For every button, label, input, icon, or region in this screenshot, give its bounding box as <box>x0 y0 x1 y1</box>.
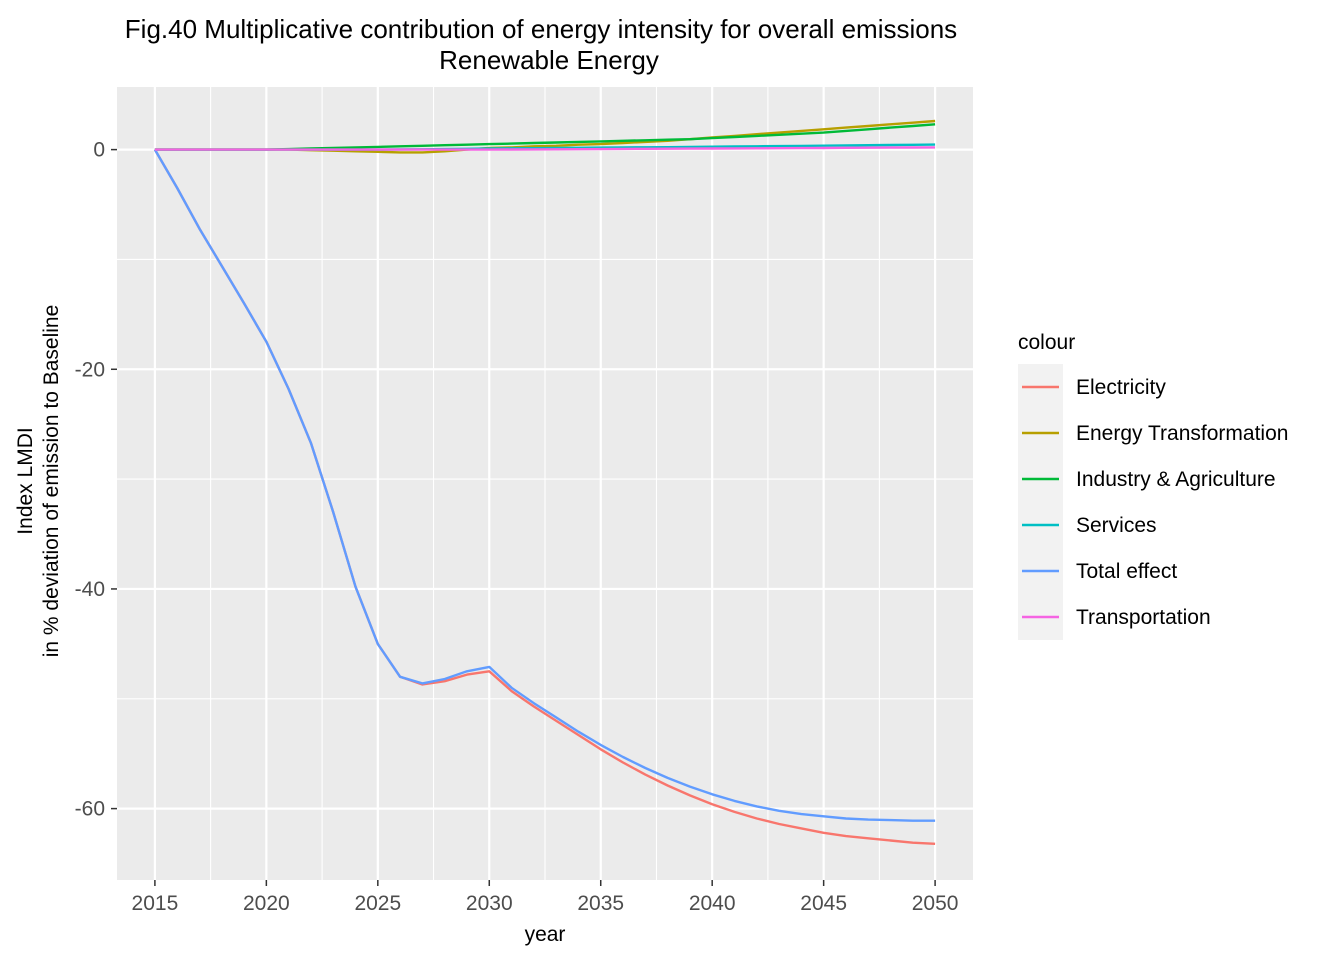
x-tick-label: 2025 <box>354 892 401 915</box>
x-tick-label: 2035 <box>577 892 624 915</box>
x-axis: 2015 2020 2025 2030 2035 2040 2045 2050 <box>132 880 959 915</box>
x-tick-label: 2015 <box>132 892 179 915</box>
minor-gridlines <box>117 87 973 880</box>
y-axis-title: Index LMDI in % deviation of emission to… <box>14 305 63 658</box>
x-tick-label: 2040 <box>689 892 736 915</box>
series-line-total-effect <box>153 148 936 822</box>
legend-label-total-effect: Total effect <box>1076 560 1177 583</box>
y-tick-label: 0 <box>93 139 105 162</box>
chart-title: Fig.40 Multiplicative contribution of en… <box>125 14 957 44</box>
y-axis: 0 -20 -40 -60 <box>75 139 117 821</box>
legend: colour Electricity Energy Transformation I… <box>1018 331 1288 640</box>
legend-label-electricity: Electricity <box>1076 376 1166 399</box>
series-line-transportation <box>154 146 936 151</box>
series-lines <box>153 119 936 845</box>
y-tick-label: -20 <box>75 358 105 381</box>
chart-subtitle: Renewable Energy <box>439 45 659 75</box>
legend-label-energy-transformation: Energy Transformation <box>1076 422 1288 445</box>
y-tick-label: -60 <box>75 798 105 821</box>
legend-label-services: Services <box>1076 514 1157 537</box>
legend-label-industry-agriculture: Industry & Agriculture <box>1076 468 1276 491</box>
legend-title: colour <box>1018 331 1075 354</box>
legend-key-background <box>1018 364 1063 640</box>
y-axis-title-line1: Index LMDI <box>14 427 37 534</box>
x-tick-label: 2030 <box>466 892 513 915</box>
x-tick-label: 2045 <box>800 892 847 915</box>
x-tick-label: 2020 <box>243 892 290 915</box>
x-tick-label: 2050 <box>912 892 959 915</box>
y-tick-label: -40 <box>75 578 105 601</box>
y-axis-title-line2: in % deviation of emission to Baseline <box>40 305 63 658</box>
legend-label-transportation: Transportation <box>1076 606 1211 629</box>
x-axis-title: year <box>525 923 566 946</box>
